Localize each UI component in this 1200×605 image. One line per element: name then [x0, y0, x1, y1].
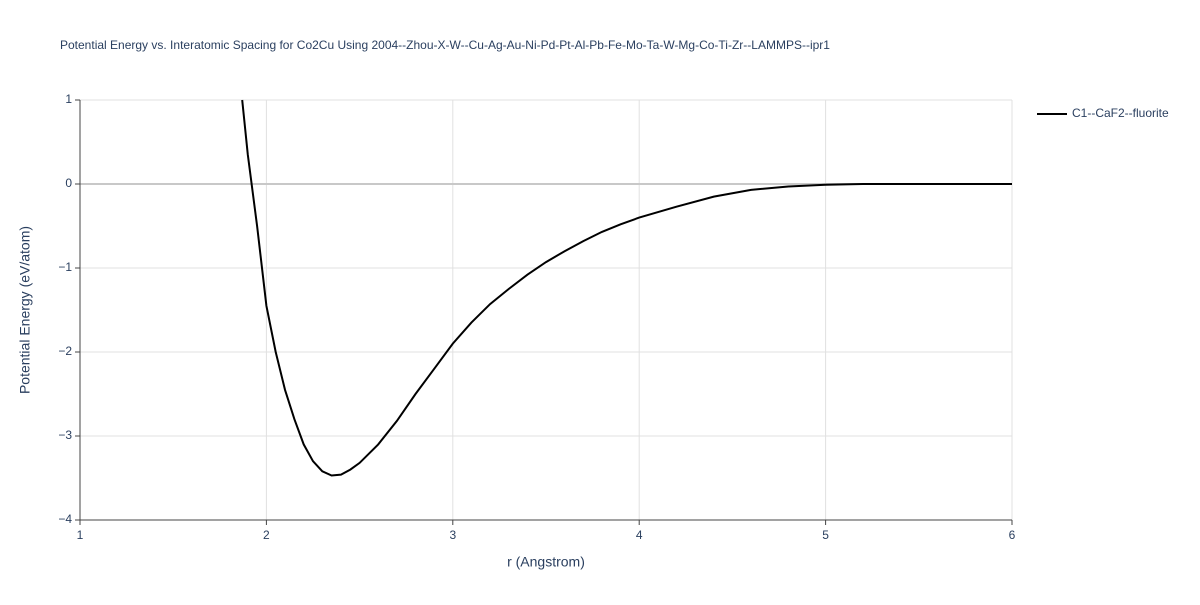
y-tick-label: −3 [58, 428, 72, 442]
y-tick-label: −2 [58, 344, 72, 358]
x-tick-label: 6 [1009, 528, 1016, 542]
y-tick-label: 1 [65, 92, 72, 106]
x-tick-label: 1 [77, 528, 84, 542]
y-tick-label: −4 [58, 512, 72, 526]
y-axis-label: Potential Energy (eV/atom) [17, 226, 33, 394]
x-tick-label: 5 [822, 528, 829, 542]
y-tick-label: −1 [58, 260, 72, 274]
line-series [241, 99, 1012, 477]
legend-label: C1--CaF2--fluorite [1072, 106, 1169, 120]
x-tick-label: 3 [449, 528, 456, 542]
x-tick-label: 2 [263, 528, 270, 542]
y-tick-label: 0 [65, 176, 72, 190]
x-tick-label: 4 [636, 528, 643, 542]
x-axis-label: r (Angstrom) [507, 554, 585, 570]
chart-title: Potential Energy vs. Interatomic Spacing… [60, 38, 830, 52]
